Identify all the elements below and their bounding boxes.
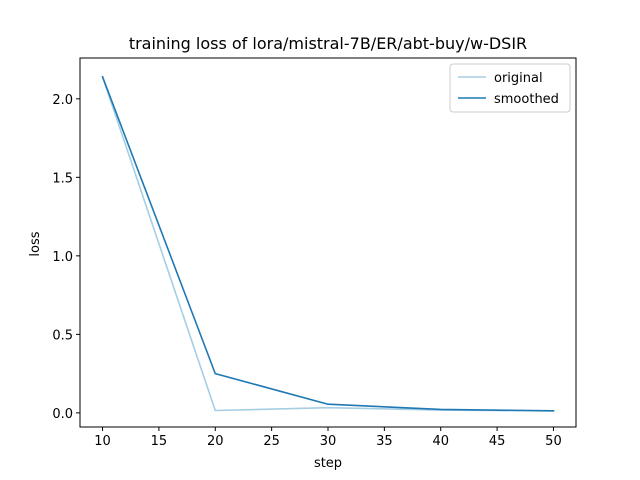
y-tick-label: 0.0 <box>52 407 73 422</box>
x-axis-title: step <box>314 456 342 471</box>
x-tick-label: 10 <box>94 434 111 449</box>
x-tick-label: 35 <box>376 434 393 449</box>
plot-area: 10 15 20 25 30 35 40 45 50 0.0 0.5 1.0 1.5 2.0 <box>52 57 577 449</box>
x-tick-label: 20 <box>207 434 224 449</box>
x-tick-label: 25 <box>263 434 280 449</box>
x-tick-label: 30 <box>320 434 337 449</box>
legend: original smoothed <box>449 63 571 113</box>
legend-label-smoothed: smoothed <box>494 92 559 107</box>
series-line-smoothed <box>101 75 555 412</box>
x-tick-label: 40 <box>432 434 449 449</box>
x-tick-label: 15 <box>151 434 168 449</box>
y-axis-title: loss <box>28 231 43 256</box>
y-tick-label: 1.0 <box>52 250 73 265</box>
legend-box <box>449 63 571 113</box>
chart-title: training loss of lora/mistral-7B/ER/abt-… <box>129 34 527 53</box>
y-tick-label: 2.0 <box>52 93 73 108</box>
y-tick-label: 1.5 <box>52 171 73 186</box>
y-tick-label: 0.5 <box>52 328 73 343</box>
x-tick-label: 50 <box>545 434 562 449</box>
x-tick-label: 45 <box>489 434 506 449</box>
legend-label-original: original <box>494 71 543 86</box>
